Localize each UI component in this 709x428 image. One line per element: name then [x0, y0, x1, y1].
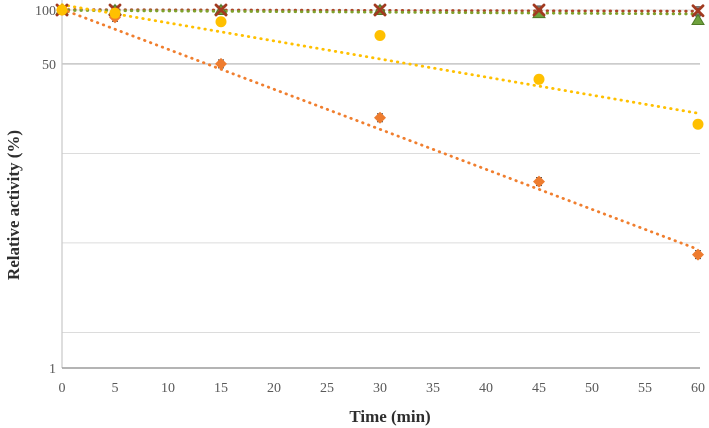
- trend-line-yellow-circle: [60, 3, 700, 115]
- marker-orange-diamond: [374, 111, 386, 124]
- x-tick-label: 20: [267, 381, 281, 396]
- y-tick-label: 50: [42, 58, 56, 73]
- x-tick-label: 50: [585, 381, 599, 396]
- x-axis-title: Time (min): [349, 407, 431, 426]
- marker-yellow-circle: [56, 4, 68, 16]
- x-tick-label: 30: [373, 381, 387, 396]
- marker-stable-green-triangle: [691, 13, 705, 25]
- marker-stable-dark-red-x: [214, 3, 228, 17]
- x-tick-label: 5: [112, 381, 119, 396]
- marker-yellow-circle: [374, 30, 386, 42]
- marker-orange-diamond: [692, 248, 704, 261]
- x-tick-label: 10: [161, 381, 175, 396]
- x-tick-label: 60: [691, 381, 705, 396]
- marker-stable-dark-red-x: [373, 3, 387, 17]
- x-tick-label: 40: [479, 381, 493, 396]
- y-tick-label: 1: [49, 362, 56, 377]
- y-tick-label: 100: [35, 4, 56, 19]
- x-tick-label: 0: [59, 381, 66, 396]
- marker-yellow-circle: [533, 73, 545, 85]
- trend-line-stable-dark-red-x: [60, 8, 700, 13]
- trend-line-stable-green-triangle: [60, 8, 700, 16]
- marker-yellow-circle: [109, 7, 121, 19]
- marker-orange-diamond: [533, 175, 545, 188]
- trend-line-orange-diamond: [60, 7, 700, 251]
- marker-yellow-circle: [692, 118, 704, 130]
- marker-stable-dark-red-x: [532, 3, 546, 17]
- x-tick-label: 15: [214, 381, 228, 396]
- x-tick-label: 55: [638, 381, 652, 396]
- y-axis-title: Relative activity (%): [4, 129, 23, 281]
- x-tick-label: 45: [532, 381, 546, 396]
- marker-orange-diamond: [215, 57, 227, 70]
- x-tick-label: 25: [320, 381, 334, 396]
- x-tick-label: 35: [426, 381, 440, 396]
- marker-stable-dark-red-x: [691, 4, 705, 18]
- marker-yellow-circle: [215, 16, 227, 28]
